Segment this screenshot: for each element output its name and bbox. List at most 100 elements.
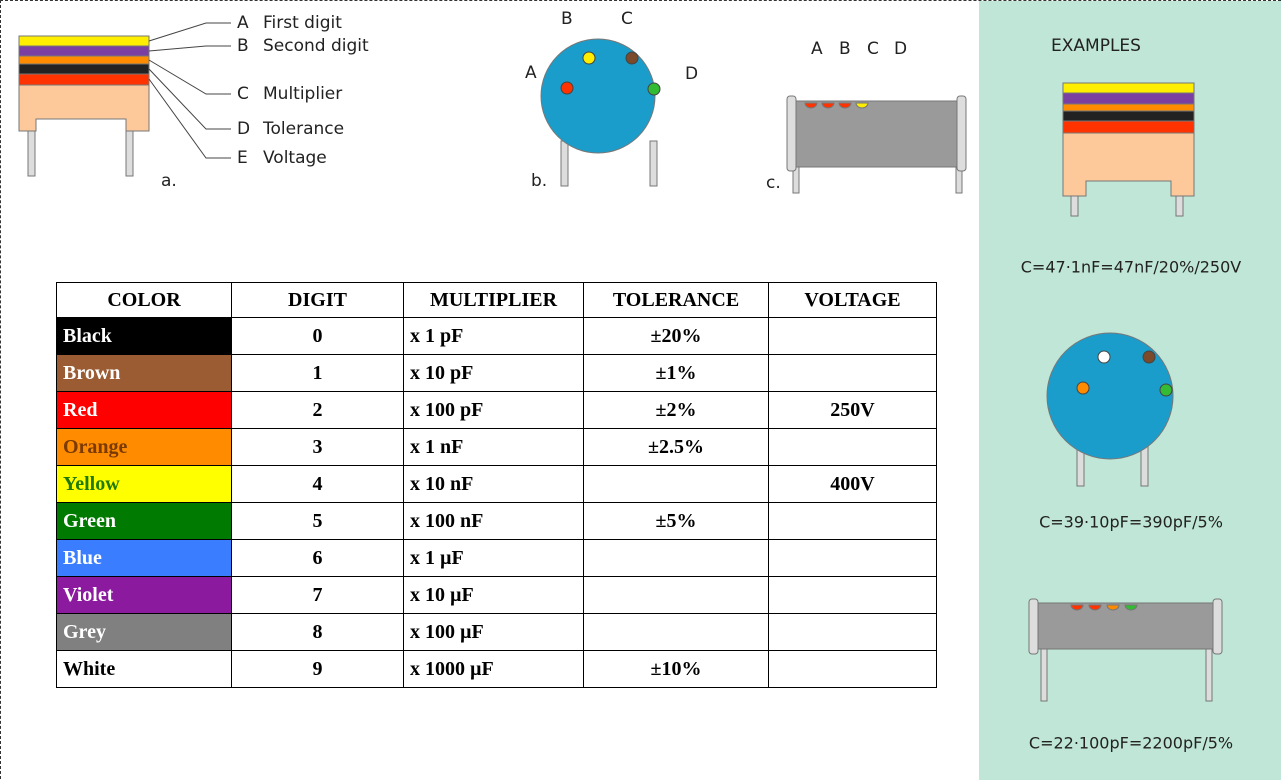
cell [583, 465, 769, 503]
cell [583, 613, 769, 651]
cell: 6 [231, 539, 404, 577]
cell: 1 [231, 354, 404, 392]
cell: Yellow [56, 465, 232, 503]
cell: x 1 nF [403, 428, 584, 466]
label: b. [531, 171, 547, 191]
cell: ±10% [583, 650, 769, 688]
cell: 5 [231, 502, 404, 540]
cell: Black [56, 317, 232, 355]
header-cell: DIGIT [231, 282, 404, 318]
row: Yellow 4 x 10 nF 400V [56, 465, 937, 503]
header-cell: TOLERANCE [583, 282, 769, 318]
capacitor-c [786, 95, 967, 194]
point-label: B [561, 9, 573, 29]
row: White 9 x 1000 µF ±10% [56, 650, 937, 688]
row: Grey 8 x 100 µF [56, 613, 937, 651]
cell [768, 613, 937, 651]
row: Black 0 x 1 pF ±20% [56, 317, 937, 355]
row: Blue 6 x 1 µF [56, 539, 937, 577]
legend-letter: E [237, 148, 248, 168]
cell: White [56, 650, 232, 688]
cell: 250V [768, 391, 937, 429]
cell: 7 [231, 576, 404, 614]
cell [768, 428, 937, 466]
point-label: A [525, 63, 537, 83]
cell: 3 [231, 428, 404, 466]
cell [583, 576, 769, 614]
cell [768, 354, 937, 392]
cell: x 10 µF [403, 576, 584, 614]
cell: x 100 µF [403, 613, 584, 651]
cell: x 1 µF [403, 539, 584, 577]
header-cell: COLOR [56, 282, 232, 318]
cell: 8 [231, 613, 404, 651]
cell: 4 [231, 465, 404, 503]
legend-text: First digit [263, 13, 342, 33]
cell [583, 539, 769, 577]
cell: x 10 nF [403, 465, 584, 503]
example-2 [1046, 332, 1174, 487]
cell: Green [56, 502, 232, 540]
cell: x 100 nF [403, 502, 584, 540]
header-cell: MULTIPLIER [403, 282, 584, 318]
point-label: D [894, 39, 907, 59]
cell [768, 317, 937, 355]
example-3 [1028, 598, 1223, 702]
header-cell: VOLTAGE [768, 282, 937, 318]
capacitor-b [540, 38, 661, 187]
cell [768, 502, 937, 540]
legend-text: Tolerance [262, 119, 344, 139]
point-label: D [685, 64, 698, 84]
point-label: B [839, 39, 851, 59]
point-label: C [621, 9, 633, 29]
cell: x 1000 µF [403, 650, 584, 688]
cell: Brown [56, 354, 232, 392]
cell: ±5% [583, 502, 769, 540]
capacitor-a [18, 22, 231, 177]
example-1 [1062, 82, 1195, 217]
cell: x 100 pF [403, 391, 584, 429]
cell: 400V [768, 465, 937, 503]
legend-letter: D [237, 119, 250, 139]
cell: Red [56, 391, 232, 429]
row: Green 5 x 100 nF ±5% [56, 502, 937, 540]
examples-title: EXAMPLES [1051, 36, 1141, 56]
cell [768, 539, 937, 577]
legend-text: Multiplier [263, 84, 342, 104]
color-code-table: COLOR DIGIT MULTIPLIER TOLERANCE VOLTAGE Blac… [56, 282, 937, 688]
cell [768, 576, 937, 614]
cell: ±20% [583, 317, 769, 355]
cell: ±2% [583, 391, 769, 429]
cell: Orange [56, 428, 232, 466]
cell [768, 650, 937, 688]
row: Violet 7 x 10 µF [56, 576, 937, 614]
legend-letter: C [237, 84, 249, 104]
label: a. [161, 171, 177, 191]
caption: C=39·10pF=390pF/5% [1039, 513, 1223, 532]
cell: x 1 pF [403, 317, 584, 355]
row: Brown 1 x 10 pF ±1% [56, 354, 937, 392]
cell: 9 [231, 650, 404, 688]
row: Orange 3 x 1 nF ±2.5% [56, 428, 937, 466]
caption: C=47·1nF=47nF/20%/250V [1021, 258, 1242, 277]
cell: ±2.5% [583, 428, 769, 466]
header-row: COLOR DIGIT MULTIPLIER TOLERANCE VOLTAGE [56, 282, 937, 318]
point-label: A [811, 39, 823, 59]
cell: ±1% [583, 354, 769, 392]
legend-text: Second digit [263, 36, 369, 56]
row: Red 2 x 100 pF ±2% 250V [56, 391, 937, 429]
point-label: C [867, 39, 879, 59]
legend-letter: B [237, 36, 249, 56]
cell: 2 [231, 391, 404, 429]
cell: Blue [56, 539, 232, 577]
legend-text: Voltage [263, 148, 327, 168]
label: c. [766, 173, 781, 193]
cell: Grey [56, 613, 232, 651]
caption: C=22·100pF=2200pF/5% [1029, 734, 1233, 753]
cell: Violet [56, 576, 232, 614]
legend-letter: A [237, 13, 249, 33]
cell: 0 [231, 317, 404, 355]
cell: x 10 pF [403, 354, 584, 392]
